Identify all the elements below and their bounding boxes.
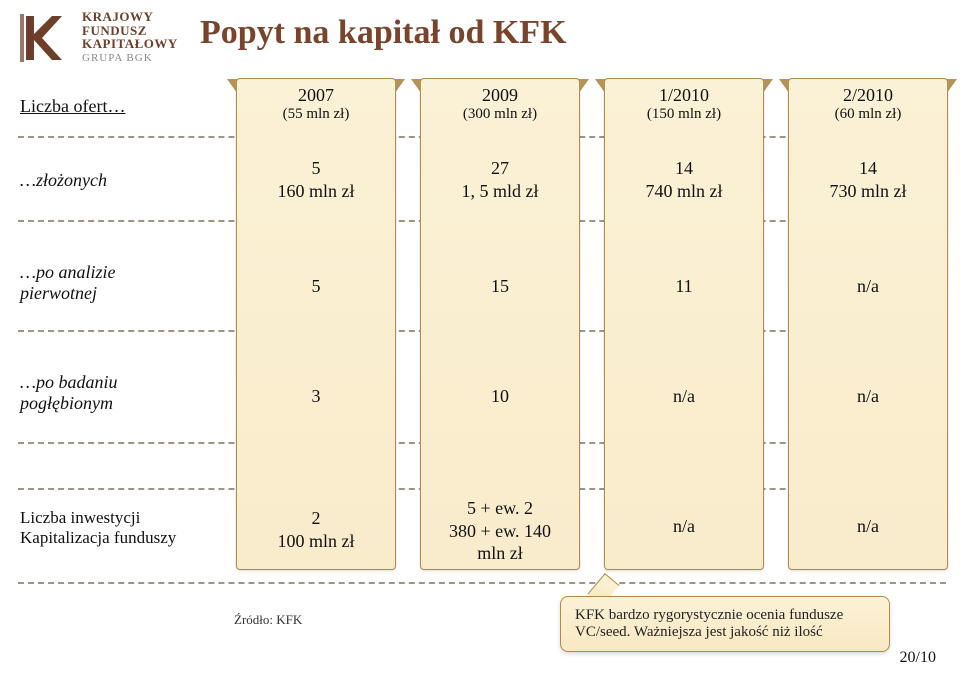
col-year: 2/2010	[789, 85, 947, 106]
logo: KRAJOWY FUNDUSZ KAPITAŁOWY GRUPA BGK	[18, 10, 178, 66]
cell: n/a	[605, 385, 763, 408]
cell: 27 1, 5 mld zł	[421, 157, 579, 202]
row-label-investments: Liczba inwestycji Kapitalizacja funduszy	[20, 508, 220, 548]
col-sub: (150 mln zł)	[605, 106, 763, 123]
cell: n/a	[789, 275, 947, 298]
cell: 14 740 mln zł	[605, 157, 763, 202]
logo-line3: KAPITAŁOWY	[82, 37, 178, 51]
cell: 5	[237, 275, 395, 298]
divider	[18, 582, 946, 584]
row-label-submitted: …złożonych	[20, 170, 220, 191]
logo-sub: GRUPA BGK	[82, 53, 178, 65]
col-sub: (55 mln zł)	[237, 106, 395, 123]
col-sub: (300 mln zł)	[421, 106, 579, 123]
cell: n/a	[605, 515, 763, 538]
column-header: 1/2010 (150 mln zł)	[605, 79, 763, 123]
column-header: 2/2010 (60 mln zł)	[789, 79, 947, 123]
column-2009: 2009 (300 mln zł) 27 1, 5 mld zł 15 10 5…	[420, 78, 580, 570]
cell: n/a	[789, 385, 947, 408]
column-2007: 2007 (55 mln zł) 5 160 mln zł 5 3 2 100 …	[236, 78, 396, 570]
cell: n/a	[789, 515, 947, 538]
row-label-offers: Liczba ofert…	[20, 96, 220, 117]
page-number: 20/10	[900, 649, 936, 667]
logo-mark-icon	[18, 10, 74, 66]
cell: 5 160 mln zł	[237, 157, 395, 202]
row-label-deep: …po badaniu pogłębionym	[20, 372, 220, 414]
col-year: 2007	[237, 85, 395, 106]
cell: 11	[605, 275, 763, 298]
logo-line2: FUNDUSZ	[82, 24, 178, 38]
column-2-2010: 2/2010 (60 mln zł) 14 730 mln zł n/a n/a…	[788, 78, 948, 570]
col-year: 2009	[421, 85, 579, 106]
col-year: 1/2010	[605, 85, 763, 106]
logo-text: KRAJOWY FUNDUSZ KAPITAŁOWY GRUPA BGK	[82, 10, 178, 64]
cell: 15	[421, 275, 579, 298]
slide: KRAJOWY FUNDUSZ KAPITAŁOWY GRUPA BGK Pop…	[0, 0, 960, 685]
column-header: 2009 (300 mln zł)	[421, 79, 579, 123]
page-title: Popyt na kapitał od KFK	[200, 14, 567, 52]
cell: 2 100 mln zł	[237, 507, 395, 552]
column-header: 2007 (55 mln zł)	[237, 79, 395, 123]
cell: 5 + ew. 2 380 + ew. 140 mln zł	[421, 497, 579, 565]
cell: 14 730 mln zł	[789, 157, 947, 202]
cell: 10	[421, 385, 579, 408]
source-label: Źródło: KFK	[234, 612, 302, 628]
row-label-primary: …po analizie pierwotnej	[20, 262, 220, 304]
cell: 3	[237, 385, 395, 408]
logo-line1: KRAJOWY	[82, 10, 178, 24]
col-sub: (60 mln zł)	[789, 106, 947, 123]
callout: KFK bardzo rygorystycznie ocenia fundusz…	[560, 596, 890, 652]
column-1-2010: 1/2010 (150 mln zł) 14 740 mln zł 11 n/a…	[604, 78, 764, 570]
